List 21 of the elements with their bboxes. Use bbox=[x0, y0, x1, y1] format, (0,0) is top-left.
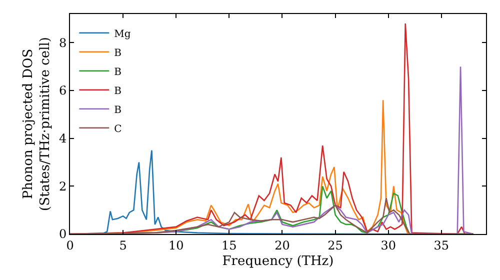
x-axis-title: Frequency (THz) bbox=[222, 254, 334, 269]
y-tick-label: 2 bbox=[58, 179, 67, 194]
x-tick-label: 15 bbox=[222, 238, 237, 252]
x-tick-label: 35 bbox=[434, 238, 450, 252]
legend-label: B bbox=[114, 48, 122, 59]
y-tick-label: 4 bbox=[58, 132, 67, 146]
legend-label: B bbox=[114, 104, 122, 116]
y-tick-label: 8 bbox=[58, 36, 67, 50]
x-tick-label: 30 bbox=[380, 238, 396, 252]
legend-label: Mg bbox=[114, 28, 132, 40]
legend-label: C bbox=[114, 124, 122, 135]
y-tick-label: 0 bbox=[58, 227, 67, 242]
legend-label: B bbox=[114, 86, 122, 97]
legend-label: B bbox=[114, 66, 122, 78]
x-tick-label: 5 bbox=[119, 238, 127, 252]
line-series bbox=[70, 197, 474, 234]
y-tick-label: 6 bbox=[58, 84, 67, 98]
x-tick-label: 25 bbox=[328, 238, 343, 252]
y-axis-title: Phonon projected DOS (States/THz·primitive cell) bbox=[21, 36, 53, 212]
x-tick-label: 10 bbox=[168, 238, 184, 252]
x-tick-label: 20 bbox=[274, 238, 290, 252]
